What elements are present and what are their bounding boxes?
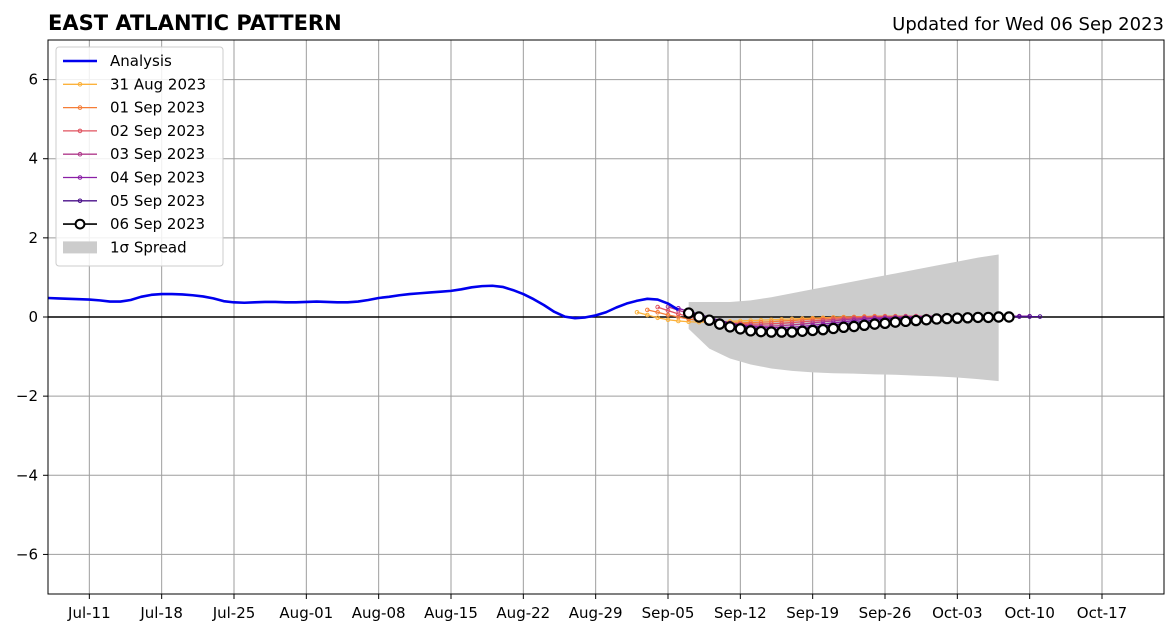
- legend-label: Analysis: [110, 52, 172, 70]
- y-tick-label: 4: [28, 150, 38, 168]
- legend-label: 01 Sep 2023: [110, 99, 205, 117]
- series-point: [858, 319, 871, 332]
- series-point: [848, 320, 860, 333]
- x-tick-label: Sep-19: [786, 604, 839, 622]
- series-point: [1017, 314, 1022, 319]
- y-tick-label: 6: [28, 71, 38, 89]
- legend-marker: [77, 175, 83, 180]
- legend-label: 03 Sep 2023: [110, 145, 205, 163]
- series-point: [951, 312, 964, 324]
- series-point: [765, 326, 778, 338]
- y-tick-label: −6: [16, 545, 38, 563]
- x-tick-label: Oct-10: [1004, 604, 1054, 622]
- series-point: [693, 311, 705, 323]
- series-point: [827, 322, 840, 335]
- x-tick-label: Aug-22: [496, 604, 550, 622]
- legend-label: 05 Sep 2023: [110, 192, 205, 210]
- series-point: [972, 311, 984, 324]
- series-point: [899, 315, 912, 328]
- series-point: [724, 321, 736, 333]
- series-point: [682, 307, 695, 319]
- legend-swatch: [63, 241, 97, 254]
- y-tick-label: 2: [28, 229, 38, 247]
- x-tick-label: Oct-03: [932, 604, 982, 622]
- y-axis-ticks: −6 −4 −2 0 2 4 6: [16, 71, 48, 563]
- legend-marker: [74, 218, 86, 230]
- y-tick-label: −2: [16, 387, 38, 405]
- x-tick-label: Sep-12: [714, 604, 767, 622]
- series-point: [703, 314, 716, 326]
- legend-label: 04 Sep 2023: [110, 169, 205, 187]
- x-tick-label: Sep-26: [859, 604, 912, 622]
- forecast-series: [634, 304, 1043, 338]
- series-point: [837, 321, 850, 333]
- series-point: [655, 309, 660, 315]
- series-point: [655, 315, 660, 321]
- series-point: [796, 325, 809, 337]
- legend-label: 31 Aug 2023: [110, 75, 206, 93]
- series-point: [713, 318, 726, 330]
- x-tick-label: Aug-15: [424, 604, 478, 622]
- x-tick-label: Jul-25: [212, 604, 256, 622]
- legend-marker: [77, 82, 83, 87]
- x-axis-ticks: Jul-11 Jul-18 Jul-25 Aug-01 Aug-08 Aug-15 Aug-…: [67, 594, 1127, 622]
- series-point: [665, 317, 671, 323]
- series-point: [1003, 311, 1015, 323]
- series-point: [941, 312, 953, 325]
- series-point: [734, 323, 747, 335]
- series-point: [786, 326, 798, 338]
- x-tick-label: Aug-01: [279, 604, 333, 622]
- legend-marker: [77, 128, 83, 134]
- legend-marker: [77, 151, 83, 157]
- series-point: [686, 319, 691, 325]
- series-point: [1027, 314, 1032, 319]
- chart-title: EAST ATLANTIC PATTERN: [48, 11, 342, 35]
- series-point: [665, 312, 671, 318]
- analysis-series: [47, 284, 680, 320]
- series-point: [1037, 314, 1043, 319]
- x-tick-label: Aug-08: [352, 604, 406, 622]
- y-tick-label: 0: [28, 308, 38, 326]
- series-point: [634, 309, 640, 315]
- series-point: [744, 325, 757, 337]
- x-tick-label: Jul-11: [67, 604, 111, 622]
- y-tick-label: −4: [16, 466, 38, 484]
- legend-label: 06 Sep 2023: [110, 215, 205, 233]
- series-point: [930, 313, 943, 325]
- series-point: [755, 325, 767, 338]
- series-point: [910, 314, 922, 327]
- series-point: [982, 311, 995, 324]
- x-tick-label: Jul-18: [139, 604, 183, 622]
- legend-marker: [77, 105, 83, 110]
- series-point: [868, 318, 881, 330]
- legend: Analysis 31 Aug 2023 01 Sep 2023 02 Sep 202…: [55, 46, 224, 267]
- series-point: [817, 323, 829, 336]
- series-point: [920, 314, 933, 326]
- series-point: [655, 304, 660, 310]
- analysis-line: [47, 284, 680, 320]
- series-point: [775, 326, 788, 338]
- series-point: [889, 316, 902, 328]
- x-tick-label: Oct-17: [1077, 604, 1127, 622]
- legend-label: 02 Sep 2023: [110, 122, 205, 140]
- x-tick-label: Aug-29: [569, 604, 623, 622]
- series-point: [645, 312, 650, 318]
- series-point: [879, 317, 891, 330]
- chart-subtitle: Updated for Wed 06 Sep 2023: [892, 14, 1164, 35]
- series-point: [961, 312, 974, 324]
- legend-marker: [77, 198, 83, 204]
- series-point: [992, 311, 1005, 323]
- series-point: [645, 307, 650, 313]
- legend-box: [55, 46, 224, 267]
- series-point: [806, 324, 819, 337]
- x-tick-label: Sep-05: [642, 604, 695, 622]
- legend-label: 1σ Spread: [110, 238, 187, 256]
